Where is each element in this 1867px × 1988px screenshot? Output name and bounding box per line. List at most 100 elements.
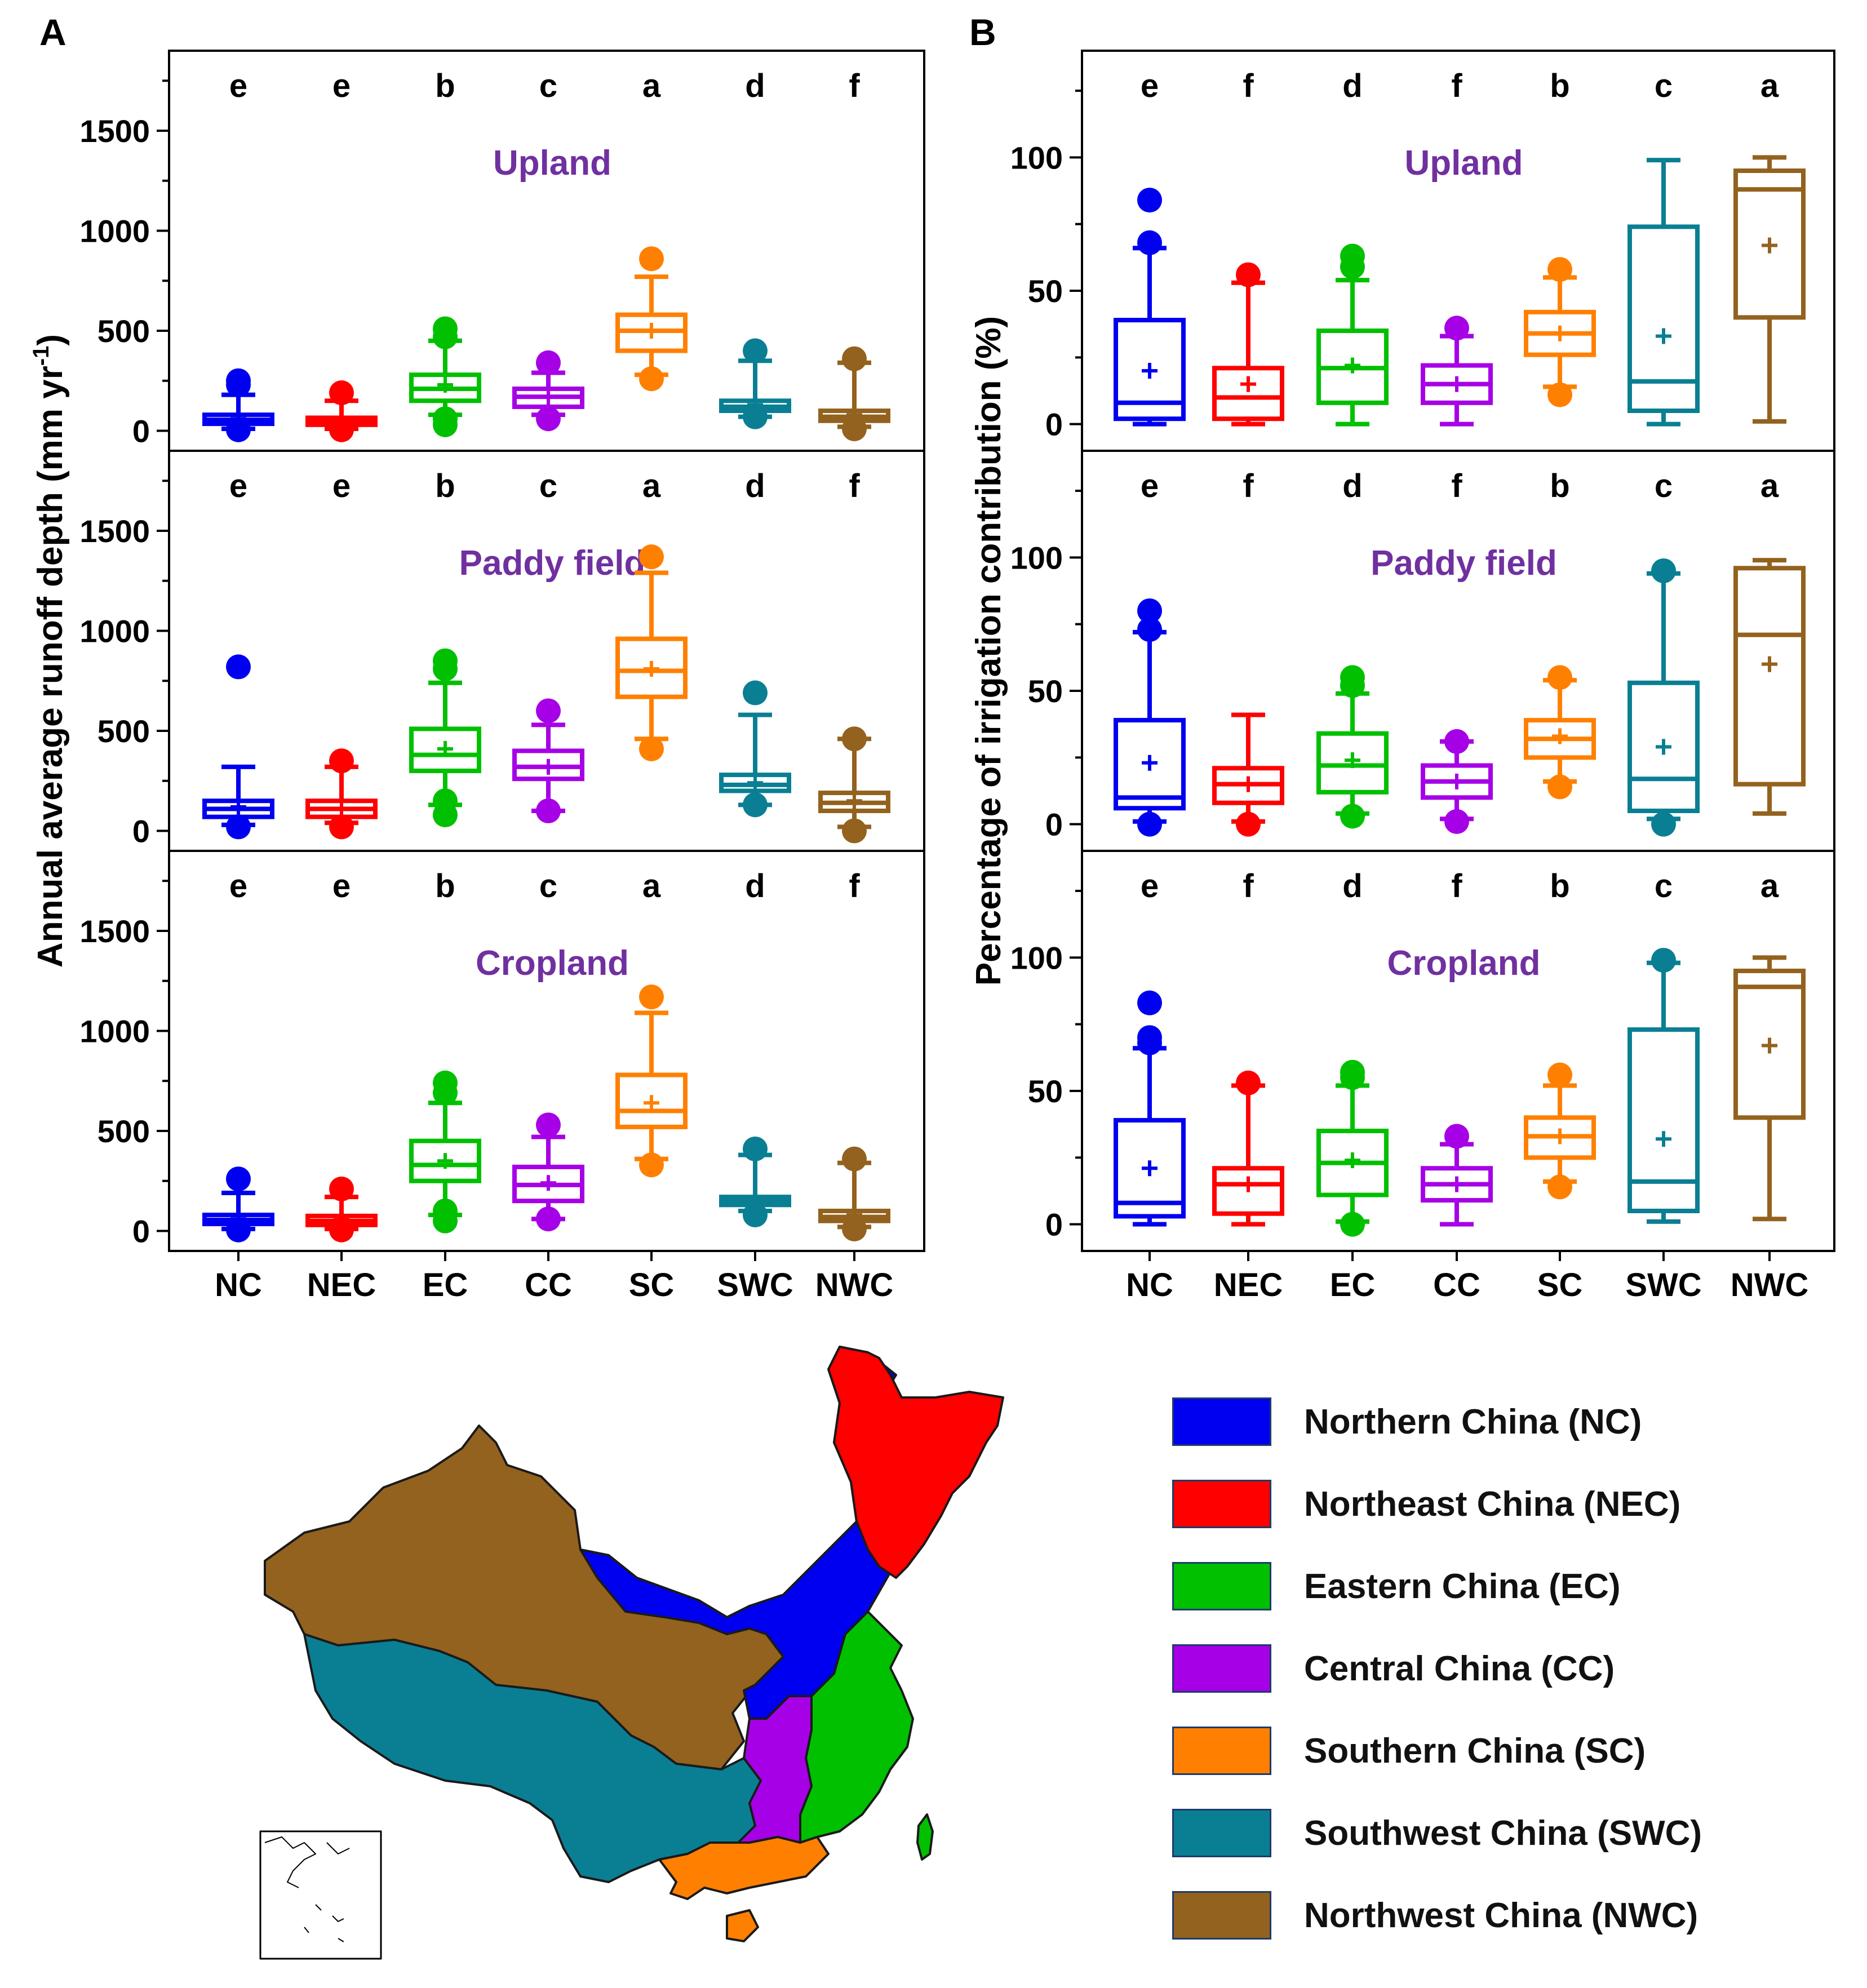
significance-letter: e bbox=[332, 468, 351, 504]
box-nc bbox=[202, 1166, 274, 1242]
significance-letter: d bbox=[745, 868, 765, 904]
box-cc bbox=[1421, 316, 1493, 427]
outlier-point bbox=[329, 1176, 354, 1201]
x-tick-label: NEC bbox=[307, 1267, 376, 1303]
significance-letter: d bbox=[1342, 468, 1362, 504]
significance-letter: e bbox=[229, 68, 247, 104]
outlier-point bbox=[1651, 558, 1676, 583]
outlier-point bbox=[1444, 809, 1469, 834]
box-nec bbox=[1212, 262, 1284, 427]
box-sc bbox=[1524, 257, 1596, 407]
subplot-paddy-field: 0 50 100 Paddy field e f d f b c a bbox=[1010, 450, 1835, 852]
significance-letter: b bbox=[435, 468, 455, 504]
significance-letter: f bbox=[1243, 68, 1254, 104]
outlier-point bbox=[1340, 1059, 1365, 1085]
outlier-point bbox=[1137, 230, 1162, 255]
box-swc bbox=[719, 338, 791, 429]
outlier-point bbox=[536, 350, 561, 375]
significance-letter: f bbox=[1243, 468, 1254, 504]
legend-label: Northwest China (NWC) bbox=[1304, 1896, 1699, 1935]
box-nc bbox=[202, 368, 274, 442]
outlier-point bbox=[433, 1070, 458, 1095]
legend-label: Northern China (NC) bbox=[1304, 1402, 1642, 1441]
significance-letter: e bbox=[332, 68, 351, 104]
box-sc bbox=[615, 246, 688, 392]
outlier-point bbox=[842, 346, 867, 371]
panel-label-a: A bbox=[39, 11, 66, 53]
outlier-point bbox=[1137, 617, 1162, 642]
y-tick-label: 1000 bbox=[79, 614, 150, 649]
box-nc bbox=[1114, 990, 1186, 1227]
legend-item-nec: Northeast China (NEC) bbox=[1172, 1463, 1848, 1545]
outlier-point bbox=[639, 736, 664, 761]
y-axis-title-tail: ) bbox=[31, 334, 70, 346]
outlier-point bbox=[329, 417, 354, 442]
legend-label: Southern China (SC) bbox=[1304, 1731, 1646, 1770]
box-ec bbox=[1316, 243, 1389, 427]
x-tick-label: NC bbox=[1126, 1267, 1173, 1303]
subplot-title: Paddy field bbox=[459, 544, 646, 583]
legend-label: Northeast China (NEC) bbox=[1304, 1484, 1681, 1524]
outlier-point bbox=[842, 1146, 867, 1172]
subplot-title: Upland bbox=[493, 144, 611, 183]
box-ec bbox=[409, 316, 481, 437]
box-sc bbox=[1524, 1062, 1596, 1200]
box-nec bbox=[1212, 1070, 1284, 1227]
significance-letter: f bbox=[849, 868, 860, 904]
outlier-point bbox=[329, 814, 354, 840]
box-ec bbox=[1316, 1059, 1389, 1237]
outlier-point bbox=[226, 814, 251, 840]
outlier-point bbox=[842, 818, 867, 844]
outlier-point bbox=[329, 380, 354, 406]
significance-letter: c bbox=[539, 68, 557, 104]
panel-a: 0 500 1000 1500 Upland e e b c a d f 0 500 1000 1500 Pad… bbox=[29, 50, 925, 1303]
outlier-point bbox=[743, 680, 768, 705]
significance-letter: a bbox=[1760, 68, 1779, 104]
y-tick-label: 1000 bbox=[79, 1014, 150, 1049]
box-cc bbox=[1421, 1124, 1493, 1227]
outlier-point bbox=[1137, 1025, 1162, 1050]
outlier-point bbox=[536, 1206, 561, 1232]
legend-label: Eastern China (EC) bbox=[1304, 1567, 1621, 1606]
x-tick-label: CC bbox=[1433, 1267, 1480, 1303]
plot-frame bbox=[168, 850, 925, 1252]
outlier-point bbox=[1547, 665, 1572, 690]
outlier-point bbox=[1137, 990, 1162, 1015]
significance-letter: f bbox=[1243, 868, 1254, 904]
box-cc bbox=[512, 350, 584, 432]
legend-swatch bbox=[1172, 1562, 1271, 1610]
box-ec bbox=[1316, 665, 1389, 829]
outlier-point bbox=[1547, 257, 1572, 282]
plot-frame bbox=[1081, 850, 1835, 1252]
subplot-title: Upland bbox=[1404, 144, 1523, 183]
subplot-title: Cropland bbox=[1387, 944, 1540, 983]
significance-letter: a bbox=[1760, 868, 1779, 904]
box-iqr bbox=[615, 1072, 688, 1129]
outlier-point bbox=[1651, 811, 1676, 837]
y-tick-label: 50 bbox=[1028, 273, 1063, 309]
significance-letter: c bbox=[1655, 468, 1673, 504]
x-tick-label: SC bbox=[1537, 1267, 1583, 1303]
y-tick-label: 0 bbox=[1045, 1207, 1063, 1242]
y-tick-label: 1500 bbox=[79, 913, 150, 949]
y-tick-label: 0 bbox=[132, 1214, 150, 1249]
subplot-cropland: 0 50 100 Cropland e f d f b c a NC NEC EC CC SC SWC NWC bbox=[1010, 850, 1835, 1303]
outlier-point bbox=[433, 316, 458, 341]
box-swc bbox=[1627, 158, 1700, 427]
y-tick-label: 500 bbox=[97, 713, 150, 749]
x-tick-label: NWC bbox=[1731, 1267, 1809, 1303]
outlier-point bbox=[1444, 316, 1469, 341]
outlier-point bbox=[842, 1216, 867, 1241]
outlier-point bbox=[1236, 1070, 1261, 1095]
outlier-point bbox=[1236, 811, 1261, 837]
outlier-point bbox=[226, 654, 251, 680]
map-region-sc bbox=[658, 1836, 830, 1900]
outlier-point bbox=[433, 1199, 458, 1223]
outlier-point bbox=[842, 416, 867, 441]
box-nwc bbox=[818, 726, 890, 844]
outlier-point bbox=[536, 798, 561, 823]
significance-letter: f bbox=[1451, 468, 1462, 504]
box-cc bbox=[512, 698, 584, 823]
y-tick-label: 100 bbox=[1010, 940, 1063, 975]
outlier-point bbox=[639, 1152, 664, 1178]
